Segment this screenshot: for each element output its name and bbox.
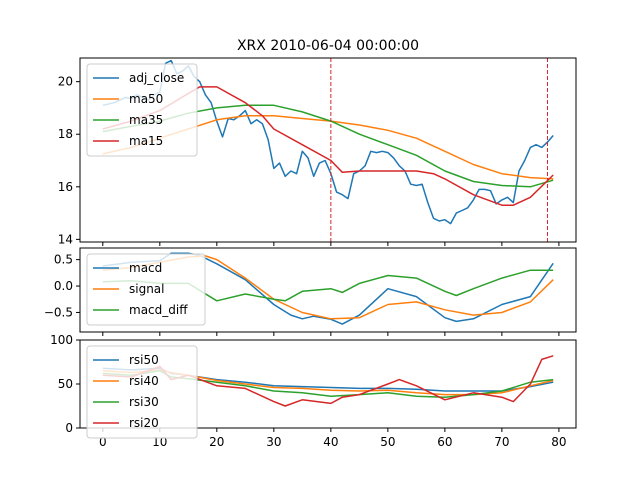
legend-label: ma50 (129, 92, 163, 106)
x-tick-label: 20 (209, 435, 224, 449)
subplot-1: 14 16 18 20 adj_close ma50 ma35 ma15 (58, 57, 577, 246)
x-tick-label: 80 (551, 435, 566, 449)
y-tick-label: 0.5 (54, 253, 73, 267)
legend-label: rsi30 (129, 395, 159, 409)
x-tick-label: 50 (380, 435, 395, 449)
axes-frame (79, 57, 577, 243)
axes-frame (79, 247, 577, 333)
y-tick-label: 0 (65, 421, 73, 435)
y-tick-label: 50 (58, 377, 73, 391)
legend-label: rsi20 (129, 416, 159, 430)
y-tick-label: −0.5 (44, 305, 73, 319)
legend-label: signal (129, 282, 165, 296)
subplots: 14 16 18 20 adj_close ma50 ma35 ma15 0.5 0.0 −0.5 m… (44, 57, 577, 449)
x-tick-label: 0 (99, 435, 107, 449)
series-line-macd (102, 252, 554, 325)
x-tick-label: 30 (266, 435, 281, 449)
y-tick-label: 100 (50, 333, 73, 347)
subplot-2: 0.5 0.0 −0.5 macd signal macd_diff (44, 247, 577, 336)
legend-label: adj_close (129, 71, 184, 85)
legend-label: ma35 (129, 113, 163, 127)
legend-label: rsi50 (129, 353, 159, 367)
legend-label: macd (129, 261, 162, 275)
legend-label: macd_diff (129, 303, 188, 317)
y-tick-label: 20 (58, 75, 73, 89)
y-tick-label: 14 (58, 232, 73, 246)
legend-box (86, 345, 198, 439)
x-tick-label: 70 (494, 435, 509, 449)
chart-title: XRX 2010-06-04 00:00:00 (237, 38, 419, 54)
y-tick-label: 18 (58, 127, 73, 141)
legend-label: rsi40 (129, 374, 159, 388)
legend-label: ma15 (129, 134, 163, 148)
x-tick-label: 40 (323, 435, 338, 449)
y-tick-label: 0.0 (54, 279, 73, 293)
x-tick-label: 60 (437, 435, 452, 449)
legend-box (86, 63, 198, 157)
axes-frame (79, 339, 577, 429)
y-tick-label: 16 (58, 180, 73, 194)
legend-box (86, 253, 206, 326)
